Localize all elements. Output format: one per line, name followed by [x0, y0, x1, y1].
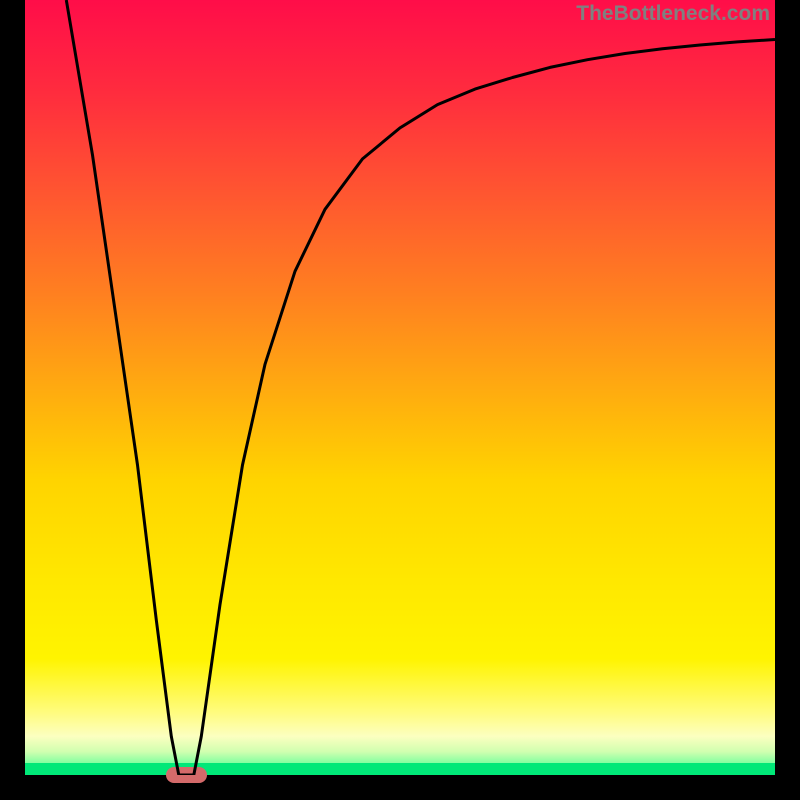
baseline-band	[25, 763, 775, 775]
chart-frame	[0, 0, 800, 800]
gradient-background	[25, 0, 775, 775]
attribution-text: TheBottleneck.com	[576, 2, 770, 26]
sweet-spot-marker	[166, 767, 207, 783]
